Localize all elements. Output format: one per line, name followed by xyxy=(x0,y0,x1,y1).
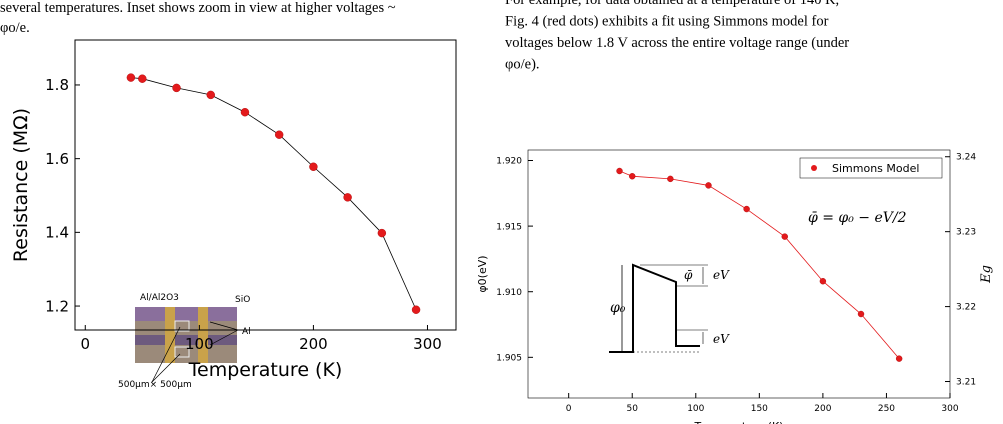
data-point xyxy=(138,74,147,83)
band-diagram xyxy=(609,263,708,353)
y-tick-label: 1.4 xyxy=(45,224,69,242)
paragraph-line: φo/e). xyxy=(505,57,540,73)
x-tick-label: 50 xyxy=(627,404,639,414)
y-axis-label: φ0(eV) xyxy=(476,255,489,292)
data-point xyxy=(743,205,750,213)
legend-box xyxy=(799,157,943,179)
y2-tick-label: 3.24 xyxy=(956,153,976,163)
data-point xyxy=(857,310,865,318)
data-point xyxy=(240,108,250,117)
y-tick-label: 1.8 xyxy=(45,76,69,94)
y-axis-label: Resistance (MΩ) xyxy=(10,108,32,262)
series-line xyxy=(130,77,417,310)
x-tick-label: 0 xyxy=(566,404,572,414)
data-point xyxy=(616,167,623,175)
y-tick-label: 1.2 xyxy=(45,297,69,315)
x-tick-label: 200 xyxy=(299,335,328,353)
data-point xyxy=(705,182,712,189)
inset-photo xyxy=(135,307,239,383)
x-tick-label: 100 xyxy=(185,335,214,353)
y-tick-label: 1.915 xyxy=(496,222,522,232)
x-tick-label: 200 xyxy=(814,404,831,414)
annotation: Al xyxy=(242,327,251,337)
legend-label: Simmons Model xyxy=(832,162,919,175)
y2-axis-label: Eg xyxy=(979,265,994,284)
annotation: 500μm× 500μm xyxy=(118,380,192,390)
data-point xyxy=(309,162,318,171)
annotation: eV xyxy=(713,268,730,282)
data-point xyxy=(274,130,284,139)
annotation: SiO xyxy=(235,295,250,305)
paragraph-line: φo/e. xyxy=(0,20,30,36)
y2-tick-label: 3.23 xyxy=(956,228,976,238)
data-point xyxy=(206,90,215,100)
x-tick-label: 300 xyxy=(941,404,958,414)
annotation: eV xyxy=(713,332,730,346)
data-point xyxy=(411,305,421,314)
annotation: Al/Al2O3 xyxy=(140,293,179,303)
y-tick-label: 1.920 xyxy=(496,157,522,167)
data-point xyxy=(667,175,674,183)
annotation: φ₀ xyxy=(610,300,626,316)
data-point xyxy=(343,193,352,202)
y2-tick-label: 3.21 xyxy=(956,378,976,388)
annotation: φ̄ = φ₀ − eV/2 xyxy=(808,210,907,226)
y-tick-label: 1.6 xyxy=(45,150,69,168)
paragraph-line: several temperatures. Inset shows zoom i… xyxy=(0,0,396,16)
x-axis-label: Temperature (K) xyxy=(188,359,343,381)
plot-frame xyxy=(74,39,457,331)
y-tick-label: 1.910 xyxy=(496,288,522,298)
plot-frame xyxy=(527,149,951,399)
legend-marker xyxy=(811,165,817,171)
x-tick-label: 0 xyxy=(80,335,90,353)
x-tick-label: 300 xyxy=(413,335,442,353)
paragraph-line: voltages below 1.8 V across the entire v… xyxy=(505,35,849,51)
data-point xyxy=(629,173,636,180)
annotation: φ̄ xyxy=(684,268,693,282)
y2-tick-label: 3.22 xyxy=(956,303,976,313)
y-tick-label: 1.905 xyxy=(496,353,522,363)
data-point xyxy=(819,278,827,285)
x-axis-label: Temperature (K) xyxy=(694,420,784,424)
x-tick-label: 100 xyxy=(687,404,704,414)
data-point xyxy=(895,355,903,362)
data-point xyxy=(172,83,181,93)
paragraph-line: For example, for data obtained at a temp… xyxy=(505,0,839,8)
x-tick-label: 150 xyxy=(751,404,768,414)
x-tick-label: 250 xyxy=(878,404,895,414)
data-point xyxy=(126,73,136,82)
paragraph-line: Fig. 4 (red dots) exhibits a fit using S… xyxy=(505,14,829,30)
data-point xyxy=(377,228,387,238)
data-point xyxy=(781,233,788,240)
